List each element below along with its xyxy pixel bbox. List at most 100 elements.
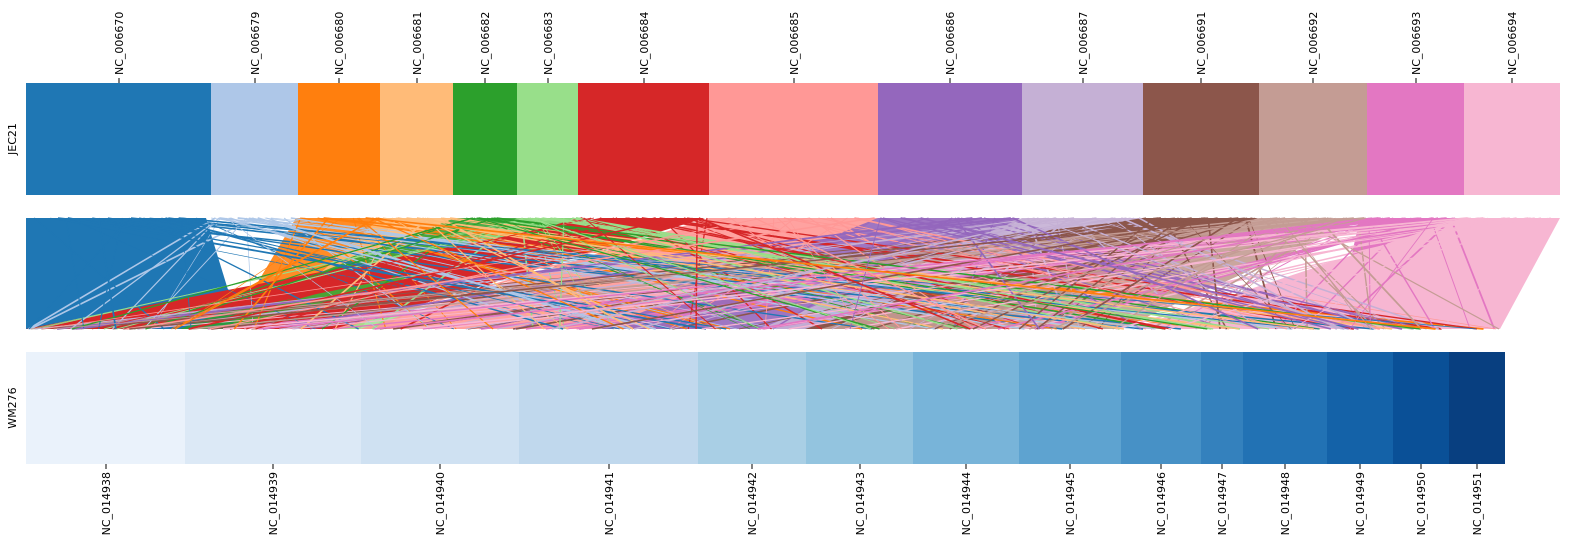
synteny-line: [827, 217, 1259, 330]
wm276-tick-label: NC_014946: [1155, 472, 1168, 535]
jec21-tick-label: NC_006686: [944, 12, 957, 75]
wm276-contig-nc-014947: [1201, 352, 1243, 464]
jec21-contig-nc-006681: [380, 83, 453, 195]
wm276-tick-label: NC_014948: [1279, 472, 1292, 535]
jec21-tick-label: NC_006683: [542, 12, 555, 75]
wm276-contig-nc-014944: [913, 352, 1019, 464]
synteny-line: [1111, 217, 1439, 330]
jec21-contig-nc-006685: [709, 83, 878, 195]
synteny-line: [30, 217, 254, 330]
synteny-line: [33, 217, 165, 330]
jec21-tick-label: NC_006682: [479, 12, 492, 75]
jec21-contig-nc-006687: [1022, 83, 1143, 195]
synteny-line: [787, 217, 862, 330]
jec21-tick-label: NC_006693: [1410, 12, 1423, 75]
wm276-tick-label: NC_014941: [603, 472, 616, 535]
synteny-line: [42, 217, 810, 330]
synteny-line: [687, 217, 708, 330]
jec21-tick-label: NC_006679: [249, 12, 262, 75]
synteny-line: [258, 217, 1419, 330]
wm276-contig-nc-014942: [698, 352, 806, 464]
wm276-tick-label: NC_014951: [1471, 472, 1484, 535]
jec21-tick-label: NC_006687: [1077, 12, 1090, 75]
synteny-band: [26, 218, 120, 329]
synteny-line: [174, 217, 378, 330]
jec21-contig-nc-006680: [298, 83, 380, 195]
synteny-line: [1440, 217, 1548, 330]
synteny-line: [77, 217, 969, 330]
synteny-line: [221, 217, 624, 330]
synteny-line: [145, 217, 496, 330]
synteny-links: [26, 217, 1560, 330]
wm276-tick-label: NC_014939: [267, 472, 280, 535]
jec21-tick-label: NC_006680: [333, 12, 346, 75]
jec21-tick-label: NC_006691: [1195, 12, 1208, 75]
wm276-contig-nc-014940: [361, 352, 519, 464]
synteny-line: [1033, 217, 1345, 330]
synteny-line: [1269, 217, 1387, 330]
jec21-contig-nc-006693: [1367, 83, 1464, 195]
jec21-contig-nc-006670: [26, 83, 211, 195]
synteny-line: [757, 217, 1381, 330]
synteny-line: [422, 217, 650, 330]
wm276-contig-nc-014948: [1243, 352, 1327, 464]
synteny-line: [257, 217, 631, 330]
synteny-line: [374, 217, 1380, 330]
synteny-line: [409, 217, 1484, 330]
wm276-genome-label: WM276: [6, 387, 19, 428]
synteny-line: [97, 217, 117, 330]
wm276-contig-nc-014943: [806, 352, 913, 464]
synteny-line: [103, 217, 556, 330]
synteny-line: [178, 217, 1374, 330]
wm276-contig-nc-014949: [1327, 352, 1393, 464]
wm276-tick-label: NC_014945: [1064, 472, 1077, 535]
wm276-contig-nc-014938: [26, 352, 185, 464]
synteny-line: [98, 217, 124, 330]
wm276-tick-label: NC_014940: [434, 472, 447, 535]
synteny-line: [496, 217, 1421, 330]
synteny-line: [71, 217, 474, 330]
synteny-line: [592, 217, 1506, 330]
wm276-tick-label: NC_014942: [746, 472, 759, 535]
synteny-line: [237, 217, 936, 330]
synteny-line: [138, 217, 1320, 330]
synteny-line: [529, 217, 871, 330]
synteny-line: [925, 217, 1366, 330]
synteny-line: [230, 217, 561, 330]
jec21-tick-label: NC_006685: [788, 12, 801, 75]
synteny-line: [551, 217, 1056, 330]
synteny-line: [92, 217, 727, 330]
synteny-line: [1138, 217, 1338, 330]
jec21-contig-nc-006679: [211, 83, 298, 195]
synteny-line: [91, 217, 592, 330]
wm276-contig-nc-014945: [1019, 352, 1121, 464]
synteny-line: [1429, 217, 1471, 330]
synteny-line: [34, 217, 1097, 330]
synteny-line: [68, 217, 316, 330]
synteny-line: [65, 217, 85, 330]
synteny-line: [701, 217, 1528, 330]
synteny-line: [918, 217, 1427, 330]
jec21-contig-nc-006694: [1464, 83, 1560, 195]
jec21-track: NC_006670 NC_006679 NC_006680 NC_006681 NC_0…: [26, 12, 1560, 195]
jec21-tick-label: NC_006694: [1506, 12, 1519, 75]
synteny-line: [1073, 217, 1503, 330]
jec21-genome-label: JEC21: [6, 123, 19, 156]
synteny-line: [1491, 217, 1498, 330]
synteny-line: [28, 217, 131, 330]
synteny-line: [572, 217, 958, 330]
jec21-contig-nc-006683: [517, 83, 578, 195]
synteny-line: [365, 217, 1436, 330]
synteny-line: [1291, 217, 1489, 330]
synteny-line: [1036, 217, 1182, 330]
synteny-line: [754, 217, 987, 330]
wm276-tick-label: NC_014950: [1415, 472, 1428, 535]
synteny-line: [371, 217, 524, 330]
synteny-line: [758, 217, 1504, 330]
wm276-tick-label: NC_014944: [960, 472, 973, 535]
jec21-tick-label: NC_006670: [113, 12, 126, 75]
synteny-line: [193, 217, 1326, 330]
synteny-line: [225, 217, 379, 330]
synteny-line: [53, 217, 1332, 330]
synteny-line: [126, 217, 875, 330]
